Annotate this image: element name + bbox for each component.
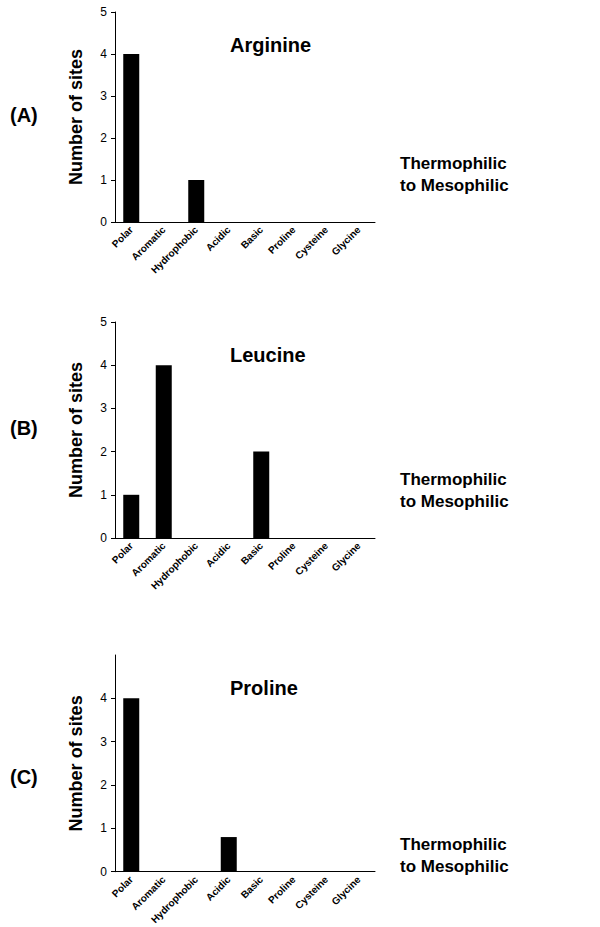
svg-text:Hydrophobic: Hydrophobic [149, 874, 201, 926]
svg-text:Number of sites: Number of sites [66, 49, 86, 185]
svg-text:Polar: Polar [110, 540, 136, 566]
svg-text:Polar: Polar [110, 874, 136, 900]
svg-text:0: 0 [100, 215, 107, 229]
svg-text:Thermophilic: Thermophilic [400, 470, 507, 489]
svg-text:2: 2 [100, 131, 107, 145]
svg-text:(B): (B) [10, 417, 38, 439]
svg-text:1: 1 [100, 173, 107, 187]
svg-text:4: 4 [100, 358, 107, 372]
svg-text:1: 1 [100, 488, 107, 502]
svg-text:Number of sites: Number of sites [66, 362, 86, 498]
svg-text:3: 3 [100, 401, 107, 415]
svg-text:4: 4 [100, 47, 107, 61]
svg-text:5: 5 [100, 315, 107, 329]
svg-text:Proline: Proline [266, 874, 298, 906]
svg-text:3: 3 [100, 89, 107, 103]
svg-text:Basic: Basic [239, 224, 266, 251]
svg-text:Cysteine: Cysteine [293, 540, 331, 578]
svg-text:Proline: Proline [266, 224, 298, 256]
svg-text:3: 3 [100, 735, 107, 749]
svg-text:to Mesophilic: to Mesophilic [400, 176, 509, 195]
svg-text:Thermophilic: Thermophilic [400, 835, 507, 854]
svg-text:Glycine: Glycine [329, 224, 363, 258]
svg-text:Hydrophobic: Hydrophobic [149, 224, 201, 276]
svg-text:Acidic: Acidic [204, 224, 233, 253]
svg-text:Aromatic: Aromatic [129, 873, 168, 913]
svg-text:Aromatic: Aromatic [129, 540, 168, 579]
svg-text:Number of sites: Number of sites [66, 695, 86, 831]
svg-text:Basic: Basic [239, 540, 266, 567]
svg-text:5: 5 [100, 5, 107, 19]
svg-text:to Mesophilic: to Mesophilic [400, 492, 509, 511]
svg-text:Aromatic: Aromatic [129, 224, 168, 263]
svg-text:Cysteine: Cysteine [293, 224, 331, 262]
svg-text:Polar: Polar [110, 224, 136, 250]
svg-text:0: 0 [100, 531, 107, 545]
svg-text:1: 1 [100, 821, 107, 835]
svg-text:Glycine: Glycine [329, 874, 363, 908]
svg-text:0: 0 [100, 865, 107, 879]
svg-text:Hydrophobic: Hydrophobic [149, 540, 201, 592]
svg-text:Acidic: Acidic [204, 540, 233, 569]
svg-text:(C): (C) [10, 766, 38, 788]
svg-text:4: 4 [100, 691, 107, 705]
svg-text:Glycine: Glycine [329, 540, 363, 574]
svg-text:Leucine: Leucine [230, 344, 306, 366]
svg-text:Proline: Proline [230, 677, 298, 699]
svg-text:2: 2 [100, 445, 107, 459]
svg-text:Basic: Basic [239, 874, 266, 901]
svg-text:2: 2 [100, 778, 107, 792]
svg-text:to Mesophilic: to Mesophilic [400, 857, 509, 876]
svg-text:Thermophilic: Thermophilic [400, 154, 507, 173]
svg-text:Acidic: Acidic [204, 874, 233, 903]
svg-text:Proline: Proline [266, 540, 298, 572]
svg-text:Cysteine: Cysteine [293, 874, 331, 912]
svg-text:(A): (A) [10, 104, 38, 126]
svg-text:Arginine: Arginine [230, 34, 311, 56]
